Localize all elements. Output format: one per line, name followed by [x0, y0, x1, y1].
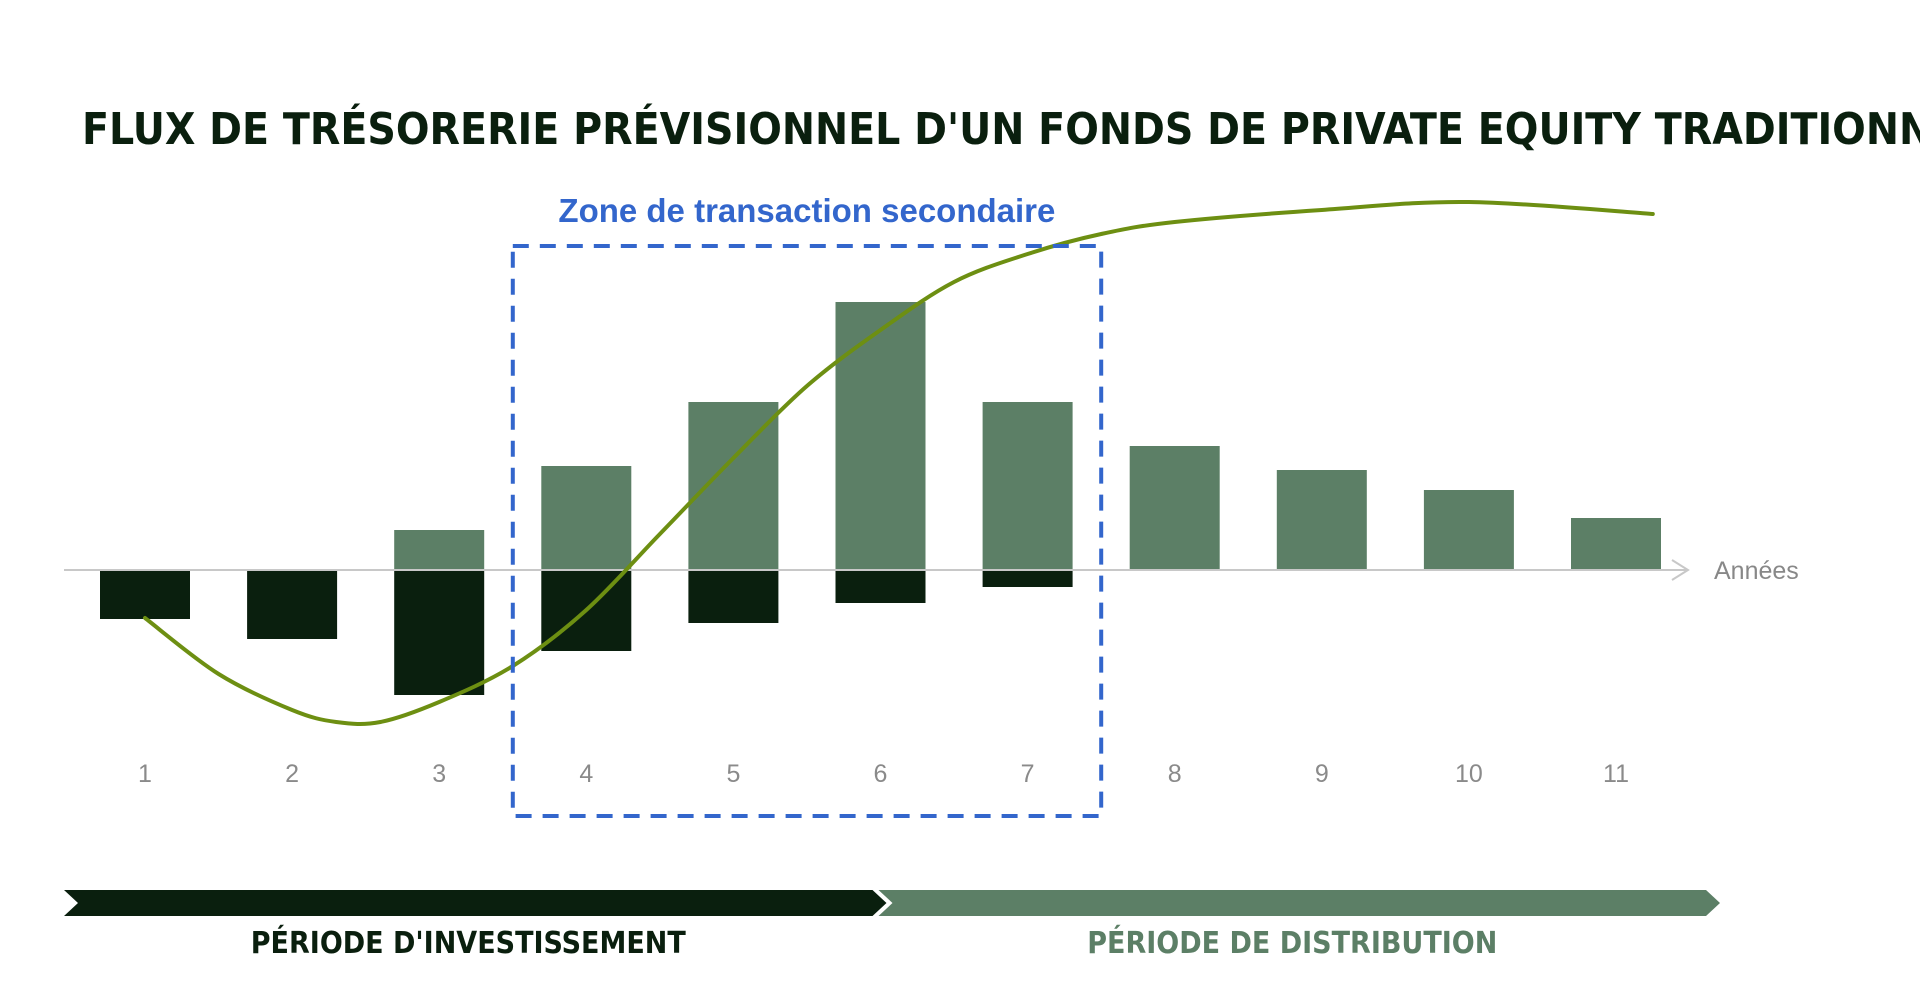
bar-positive-year-9	[1276, 470, 1367, 570]
cumulative-cash-flow-curve	[143, 199, 1655, 726]
x-tick-label-2: 2	[285, 760, 299, 788]
period-band-2	[878, 890, 1720, 916]
bar-negative-year-2	[247, 571, 338, 639]
secondary-transaction-zone	[510, 244, 1104, 818]
x-tick-label-10: 10	[1455, 760, 1483, 788]
bar-positive-year-6	[835, 302, 926, 570]
bar-positive-year-3	[394, 530, 485, 570]
bar-positive-year-8	[1129, 446, 1220, 570]
period-band-1	[64, 890, 887, 916]
x-axis-label: Années	[1714, 557, 1799, 585]
x-tick-label-6: 6	[874, 760, 888, 788]
x-tick-label-1: 1	[138, 760, 152, 788]
x-tick-label-11: 11	[1603, 760, 1629, 788]
bar-negative-year-7	[982, 571, 1073, 587]
period-label-1: PÉRIODE D'INVESTISSEMENT	[251, 925, 687, 961]
chart-title: FLUX DE TRÉSORERIE PRÉVISIONNEL D'UN FON…	[82, 102, 1920, 155]
x-tick-labels: 1 2 3 4 5 6 7 8 9 10 11	[138, 760, 1629, 788]
x-tick-label-7: 7	[1021, 760, 1035, 788]
bar-positive-year-4	[541, 466, 632, 570]
bar-positive-year-10	[1423, 490, 1514, 570]
x-tick-label-8: 8	[1168, 760, 1182, 788]
bar-positive-year-7	[982, 402, 1073, 570]
bar-negative-year-6	[835, 571, 926, 603]
x-tick-label-4: 4	[579, 760, 593, 788]
period-bands: PÉRIODE D'INVESTISSEMENT PÉRIODE DE DISTR…	[64, 890, 1720, 961]
x-tick-label-5: 5	[726, 760, 740, 788]
secondary-transaction-zone-label: Zone de transaction secondaire	[558, 192, 1055, 229]
bar-negative-year-5	[688, 571, 779, 623]
x-axis-arrow-icon	[1671, 559, 1690, 581]
bar-negative-year-1	[100, 571, 190, 619]
bar-positive-year-11	[1571, 518, 1661, 570]
bar-negative-year-3	[394, 571, 485, 695]
period-label-2: PÉRIODE DE DISTRIBUTION	[1087, 925, 1497, 961]
x-tick-label-9: 9	[1315, 760, 1329, 788]
bars-layer	[100, 302, 1661, 695]
x-tick-label-3: 3	[432, 760, 446, 788]
